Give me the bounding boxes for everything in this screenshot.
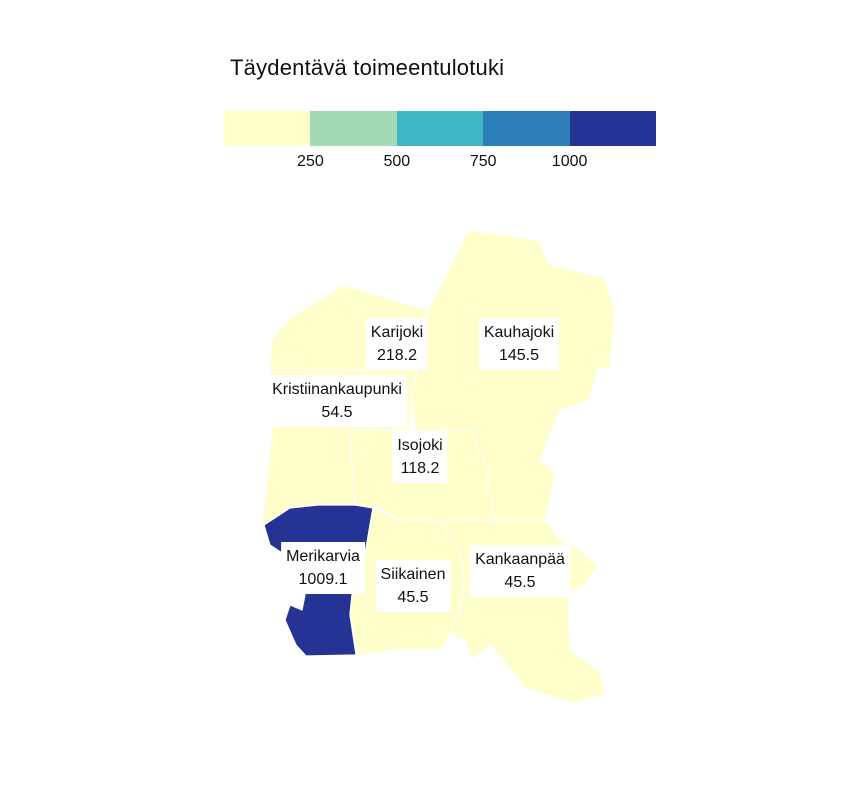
legend-tick-label: 250: [297, 153, 324, 170]
legend-swatch-2: [310, 111, 397, 146]
map-label-kristiinankaupunki: Kristiinankaupunki 54.5: [267, 375, 407, 427]
map-label-karijoki: Karijoki 218.2: [365, 318, 429, 370]
map-label-merikarvia: Merikarvia 1009.1: [281, 542, 365, 594]
legend-swatch-4: [483, 111, 570, 146]
legend-tick-label: 1000: [551, 153, 588, 170]
legend-color-scale: [224, 111, 657, 146]
municipality-name: Kauhajoki: [483, 324, 555, 341]
legend-tick-label: 500: [383, 153, 411, 170]
map-label-isojoki: Isojoki 118.2: [392, 431, 448, 483]
legend-tick-label: 750: [469, 153, 497, 170]
legend-tick-labels: 250 500 750 1000: [224, 153, 656, 177]
municipality-name: Siikainen: [380, 566, 446, 583]
municipality-name: Karijoki: [370, 324, 424, 341]
municipality-name: Kristiinankaupunki: [272, 381, 402, 398]
municipality-value: 45.5: [397, 589, 429, 606]
municipality-name: Merikarvia: [286, 548, 360, 565]
map-label-kauhajoki: Kauhajoki 145.5: [478, 318, 560, 370]
legend-swatch-5: [569, 111, 657, 146]
municipality-name: Isojoki: [397, 437, 443, 454]
municipality-name: Kankaanpää: [475, 551, 565, 568]
map-label-kankaanpaa: Kankaanpää 45.5: [470, 545, 570, 597]
municipality-value: 45.5: [504, 574, 536, 591]
municipality-value: 118.2: [400, 460, 440, 477]
legend-swatch-3: [396, 111, 484, 146]
map-title: Täydentävä toimeentulotuki: [230, 55, 505, 80]
municipality-value: 218.2: [376, 347, 418, 364]
municipality-value: 1009.1: [298, 571, 348, 588]
map-label-siikainen: Siikainen 45.5: [375, 560, 451, 612]
legend-swatch-1: [224, 111, 311, 146]
municipality-value: 54.5: [321, 404, 353, 421]
municipality-value: 145.5: [498, 347, 540, 364]
